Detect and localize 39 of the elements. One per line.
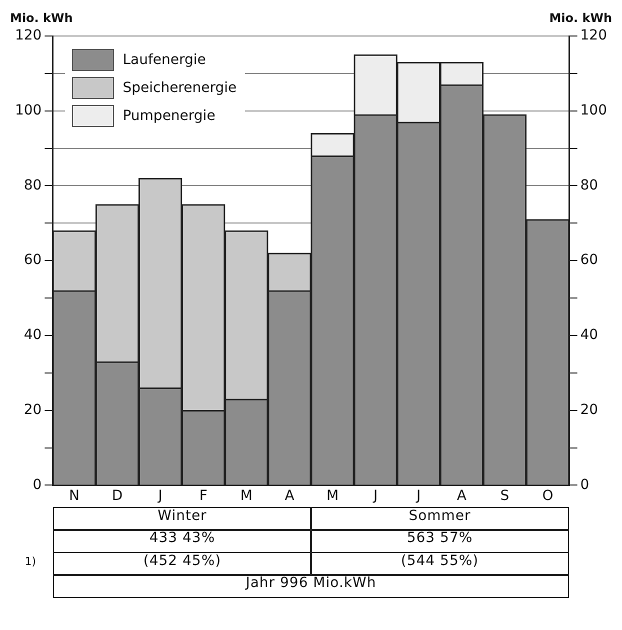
- y-tick-label: 40: [24, 327, 42, 344]
- y-axis-title: Mio. kWh: [10, 11, 73, 25]
- y2-tick-label: 100: [580, 102, 608, 119]
- y2-tick-label: 0: [580, 476, 590, 493]
- legend-label: Pumpenergie: [122, 108, 216, 124]
- legend-label: Speicherenergie: [122, 80, 237, 96]
- y2-axis-title: Mio. kWh: [549, 11, 612, 25]
- text: (452 45%): [52, 552, 312, 576]
- x-tick-label: N: [69, 488, 80, 504]
- y-tick-label: 80: [24, 177, 42, 194]
- y-tick-label: 120: [14, 28, 42, 44]
- y-tick-label: 0: [32, 476, 42, 493]
- x-tick-label: A: [456, 488, 467, 504]
- text: 433 43%: [52, 529, 312, 553]
- text: 563 57%: [310, 529, 570, 553]
- y2-tick-label: 80: [580, 177, 598, 194]
- x-tick-label: F: [199, 488, 208, 504]
- y2-tick-label: 120: [580, 28, 608, 44]
- text: Sommer: [310, 506, 570, 530]
- x-tick-label: J: [372, 488, 378, 504]
- text: 1): [24, 554, 36, 568]
- x-tick-label: J: [157, 488, 162, 504]
- y-tick-label: 100: [14, 102, 42, 119]
- x-tick-label: D: [112, 488, 123, 504]
- text: (544 55%): [310, 552, 570, 576]
- y2-tick-label: 20: [580, 402, 598, 418]
- text: Winter: [52, 506, 312, 530]
- y2-tick-label: 60: [580, 252, 598, 268]
- legend-label: Laufenergie: [122, 52, 206, 68]
- x-tick-label: M: [240, 488, 252, 504]
- y-tick-label: 20: [24, 402, 42, 418]
- x-tick-label: M: [326, 488, 339, 504]
- y2-tick-label: 40: [580, 327, 598, 344]
- text: Jahr 996 Mio.kWh: [52, 574, 570, 598]
- x-tick-label: J: [416, 488, 421, 504]
- y-tick-label: 60: [24, 252, 42, 268]
- x-tick-label: A: [284, 488, 295, 504]
- x-tick-label: O: [542, 488, 554, 504]
- x-tick-label: S: [500, 488, 510, 504]
